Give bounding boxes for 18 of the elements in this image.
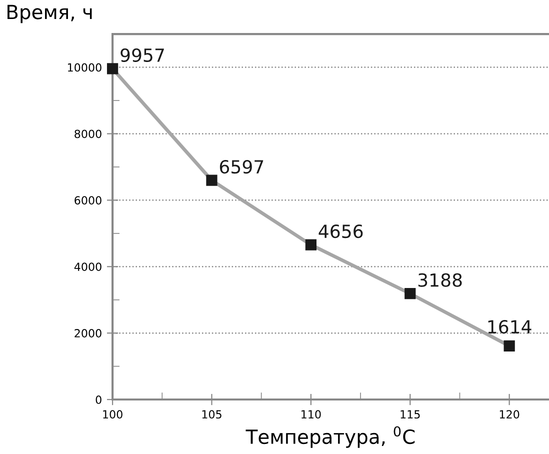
- y-tick-label: 6000: [74, 196, 102, 205]
- data-label: 6597: [220, 160, 264, 174]
- x-tick-label: 110: [302, 410, 321, 419]
- y-axis-title: Время, ч: [8, 4, 92, 24]
- data-label: 3188: [418, 273, 462, 287]
- y-tick-label: 2000: [74, 329, 102, 338]
- data-label: 4656: [318, 224, 363, 238]
- y-tick-label: 0: [96, 395, 102, 404]
- x-tick-label: 105: [202, 410, 222, 419]
- x-axis-title: Температура, $^{0}$C: [246, 426, 415, 448]
- y-tick-label: 4000: [74, 262, 102, 271]
- data-label: 1614: [488, 320, 532, 334]
- x-tick-label: 100: [103, 410, 122, 419]
- y-tick-label: 8000: [74, 130, 102, 138]
- x-tick-label: 115: [400, 410, 420, 419]
- x-tick-label: 120: [500, 410, 520, 419]
- y-tick-label: 10000: [68, 63, 102, 72]
- data-label: 9957: [120, 48, 164, 62]
